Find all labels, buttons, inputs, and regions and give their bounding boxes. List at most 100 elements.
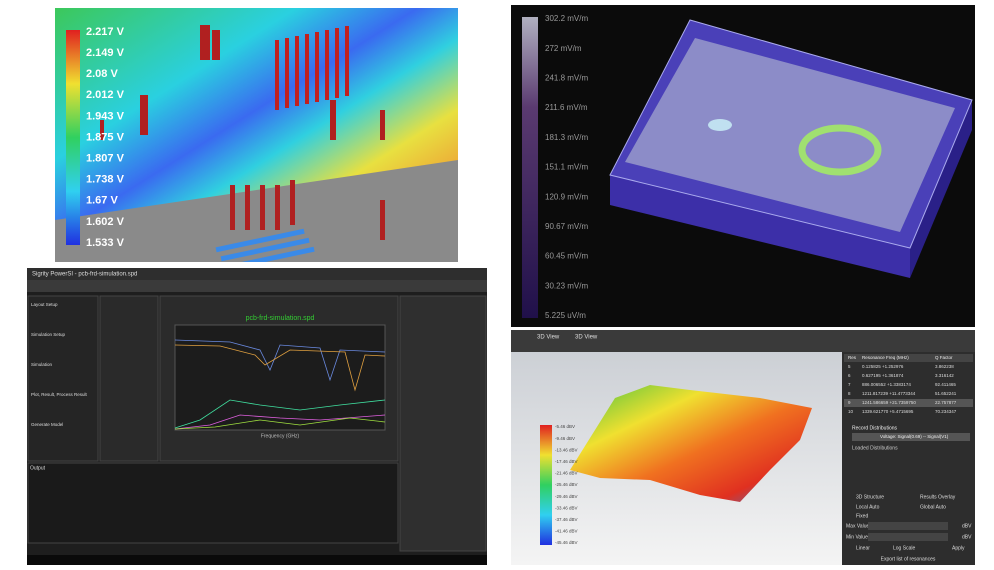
legend-label: -33.46 dBV [555, 505, 578, 510]
table-cell[interactable]: 6 [848, 373, 851, 378]
tree-item[interactable]: Plot, Result, Process Result [31, 392, 88, 397]
table-cell[interactable]: 10 [848, 409, 854, 414]
unit: dBV [962, 523, 972, 529]
shape [174, 399, 386, 429]
radio-label[interactable]: Linear [856, 545, 870, 551]
tab[interactable]: 3D View [537, 335, 560, 341]
table-cell[interactable]: 70.234347 [935, 409, 957, 414]
floor [55, 160, 458, 262]
shape [305, 34, 309, 104]
input[interactable] [868, 522, 948, 530]
tree-item[interactable]: Simulation Setup [31, 332, 66, 337]
resonance-table: Res Resonance Freq (MHz) Q Factor 5 0.125825… [844, 354, 973, 414]
legend-label: 30.23 mV/m [545, 281, 588, 290]
shape [330, 100, 336, 140]
net-list [99, 295, 159, 462]
tab[interactable]: 3D View [575, 335, 598, 341]
table-cell[interactable]: 5 [848, 364, 851, 369]
radio-label[interactable]: Global Auto [920, 504, 946, 510]
table-cell[interactable]: 8 [848, 391, 851, 396]
tree-item[interactable]: Layout Setup [31, 302, 58, 307]
button[interactable]: Apply [952, 545, 965, 551]
legend-label: -37.46 dBV [555, 517, 578, 522]
legend-label: -45.46 dBV [555, 540, 578, 545]
table-cell[interactable]: 886.006552 +1.3383174 [862, 382, 911, 387]
legend-label: 1.738 V [86, 174, 125, 186]
shape [285, 38, 289, 108]
list-item[interactable] [852, 433, 970, 441]
surface [570, 385, 812, 502]
hotspot [798, 124, 882, 176]
output-panel [27, 462, 399, 544]
table-cell[interactable]: 1211.817239 +11.4773344 [862, 391, 916, 396]
legend-label: 120.9 mV/m [545, 192, 588, 201]
radio-label[interactable]: Local Auto [856, 504, 880, 510]
shape [174, 414, 386, 430]
tree-item[interactable]: Generate Model [31, 422, 63, 427]
table-cell[interactable]: 0.125825 +1.252976 [862, 364, 904, 369]
shape [215, 228, 305, 253]
table-cell[interactable]: 1339.621770 +5.4715695 [862, 409, 914, 414]
window-title: Sigrity PowerSI - pcb-frd-simulation.spd [32, 272, 137, 278]
section[interactable]: Loaded Distributions [852, 445, 898, 451]
section[interactable]: Record Distributions [852, 425, 898, 431]
legend-label: 1.943 V [86, 110, 125, 122]
curves [174, 339, 386, 430]
shape [295, 36, 299, 106]
shape: 3D Structure Results Overlay Local Auto … [846, 494, 972, 562]
legend-label: 1.533 V [86, 237, 125, 249]
colorbar [540, 425, 552, 545]
table-cell[interactable]: 51.652241 [935, 391, 957, 396]
legend-label: 5.225 uV/m [545, 311, 586, 320]
radio-label[interactable]: Fixed [856, 513, 868, 519]
title-bar [27, 268, 487, 280]
checkbox-label[interactable]: Results Overlay [920, 494, 956, 500]
shape [380, 110, 385, 140]
shape [174, 339, 386, 382]
simulation-window: Sigrity PowerSI - pcb-frd-simulation.spd… [27, 268, 487, 565]
table-cell[interactable]: 7 [848, 382, 851, 387]
shape [140, 95, 148, 135]
plot-title: pcb-frd-simulation.spd [246, 315, 315, 322]
shape [230, 185, 235, 230]
radio-label[interactable]: Log Scale [893, 545, 915, 551]
table-cell[interactable]: 22.757877 [935, 400, 957, 405]
field-label: Min Value: [846, 534, 869, 540]
output-label: Output [30, 465, 46, 471]
colorbar [522, 17, 538, 318]
table-cell[interactable]: 9 [848, 400, 851, 405]
table-cell[interactable]: 0.627195 +1.361874 [862, 373, 904, 378]
button[interactable]: Export list of resonances [881, 556, 936, 562]
legend-label: -25.46 dBV [555, 482, 578, 487]
list-item-text[interactable]: Voltage: Signal(0.69) -- Signal(V1) [880, 434, 949, 439]
field-label: Max Value: [846, 523, 871, 529]
box-side [910, 100, 972, 278]
legend: 302.2 mV/m 272 mV/m 241.8 mV/m 211.6 mV/m 18… [545, 14, 588, 320]
board [625, 38, 955, 232]
colorbar [66, 30, 80, 245]
legend-label: 60.45 mV/m [545, 252, 588, 261]
tree-item[interactable]: Simulation [31, 362, 53, 367]
shape [225, 246, 315, 262]
box-front [610, 175, 910, 278]
legend-label: -29.46 dBV [555, 494, 578, 499]
legend-label: 2.217 V [86, 26, 125, 38]
shape [380, 200, 385, 240]
shape [174, 417, 386, 430]
input[interactable] [868, 533, 948, 541]
tree: Layout Setup Simulation Setup Simulation Pl… [31, 302, 88, 427]
column-array [275, 26, 349, 110]
legend-label: 181.3 mV/m [545, 133, 588, 142]
legend-label: 211.6 mV/m [545, 103, 588, 112]
table-cell[interactable]: 92.411465 [935, 382, 956, 387]
shape [260, 185, 265, 230]
table-cell[interactable]: 1241.586659 +21.7359750 [862, 400, 916, 405]
taskbar [27, 555, 487, 565]
checkbox-label[interactable]: 3D Structure [856, 494, 884, 500]
table-cell[interactable]: 3.316142 [935, 373, 954, 378]
table-cell[interactable]: 3.862238 [935, 364, 954, 369]
legend-label: 2.149 V [86, 47, 125, 59]
legend-label: -17.46 dBV [555, 459, 578, 464]
voltage-panel: 2.217 V 2.149 V 2.08 V 2.012 V 1.943 V 1.875 … [55, 8, 458, 262]
